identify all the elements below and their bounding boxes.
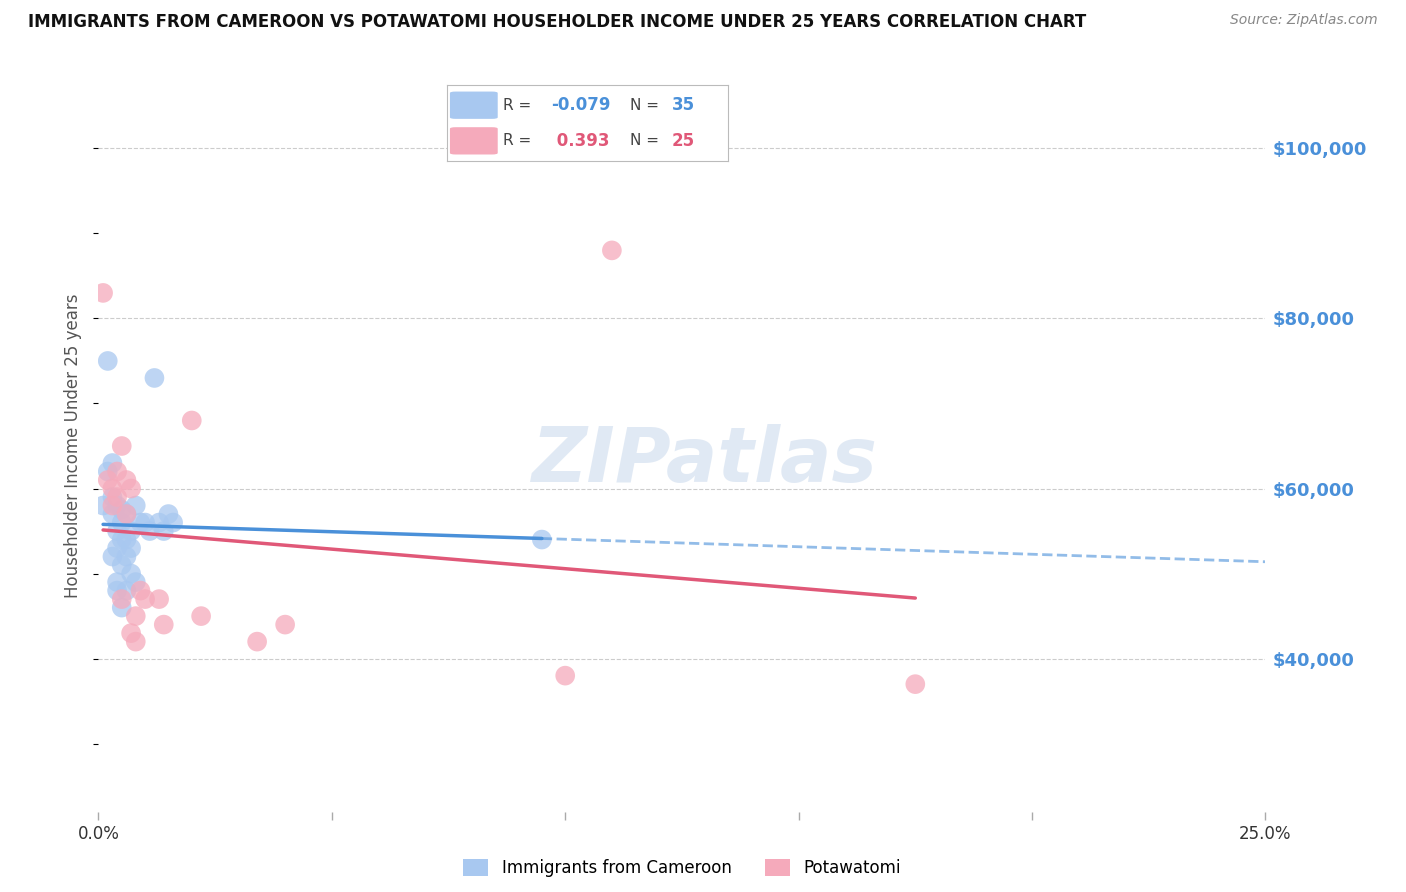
Text: N =: N = — [630, 133, 664, 148]
Point — [148, 592, 170, 607]
Point — [157, 507, 180, 521]
Point — [105, 499, 128, 513]
Point — [115, 507, 138, 521]
Text: 0.393: 0.393 — [551, 132, 610, 150]
Text: ZIPatlas: ZIPatlas — [533, 424, 879, 498]
Point — [115, 583, 138, 598]
Point — [97, 465, 120, 479]
Text: 35: 35 — [672, 96, 695, 114]
Text: R =: R = — [503, 133, 537, 148]
Text: N =: N = — [630, 98, 664, 112]
Point — [111, 600, 134, 615]
Point — [101, 456, 124, 470]
Point — [115, 549, 138, 564]
Point — [120, 482, 142, 496]
Point — [105, 490, 128, 504]
Legend: Immigrants from Cameroon, Potawatomi: Immigrants from Cameroon, Potawatomi — [457, 853, 907, 884]
Point — [125, 499, 148, 513]
Point — [134, 592, 156, 607]
Point — [111, 439, 134, 453]
Point — [111, 558, 134, 572]
Point — [101, 499, 124, 513]
Point — [120, 524, 142, 538]
Point — [101, 490, 124, 504]
Point — [97, 473, 120, 487]
Point — [105, 465, 128, 479]
Point — [152, 617, 174, 632]
Point — [105, 583, 128, 598]
Point — [246, 634, 269, 648]
Point — [125, 609, 148, 624]
FancyBboxPatch shape — [450, 128, 498, 154]
Point — [111, 503, 134, 517]
Point — [134, 516, 156, 530]
Point — [152, 524, 174, 538]
Text: R =: R = — [503, 98, 537, 112]
Text: Source: ZipAtlas.com: Source: ZipAtlas.com — [1230, 13, 1378, 28]
Point — [129, 583, 152, 598]
Point — [111, 592, 134, 607]
Point — [120, 566, 142, 581]
Point — [105, 541, 128, 555]
Point — [600, 244, 623, 258]
Point — [91, 499, 114, 513]
Point — [111, 516, 134, 530]
Point — [129, 516, 152, 530]
Point — [105, 575, 128, 590]
Point — [101, 507, 124, 521]
Point — [115, 507, 138, 521]
Y-axis label: Householder Income Under 25 years: Householder Income Under 25 years — [65, 293, 83, 599]
Point — [162, 516, 184, 530]
Point — [139, 524, 162, 538]
Point — [101, 549, 124, 564]
Point — [97, 354, 120, 368]
Point — [105, 524, 128, 538]
Point — [120, 541, 142, 555]
Point — [111, 533, 134, 547]
Point — [904, 677, 927, 691]
Text: 25: 25 — [672, 132, 695, 150]
Point — [274, 617, 297, 632]
FancyBboxPatch shape — [450, 92, 498, 119]
Point — [143, 371, 166, 385]
Point — [125, 575, 148, 590]
Point — [115, 473, 138, 487]
Point — [180, 413, 202, 427]
Point — [91, 285, 114, 300]
Point — [101, 482, 124, 496]
Point — [115, 533, 138, 547]
Point — [148, 516, 170, 530]
Point — [554, 668, 576, 682]
Text: -0.079: -0.079 — [551, 96, 610, 114]
Text: IMMIGRANTS FROM CAMEROON VS POTAWATOMI HOUSEHOLDER INCOME UNDER 25 YEARS CORRELA: IMMIGRANTS FROM CAMEROON VS POTAWATOMI H… — [28, 13, 1087, 31]
Point — [125, 634, 148, 648]
Point — [120, 626, 142, 640]
Point — [190, 609, 212, 624]
Point — [530, 533, 553, 547]
